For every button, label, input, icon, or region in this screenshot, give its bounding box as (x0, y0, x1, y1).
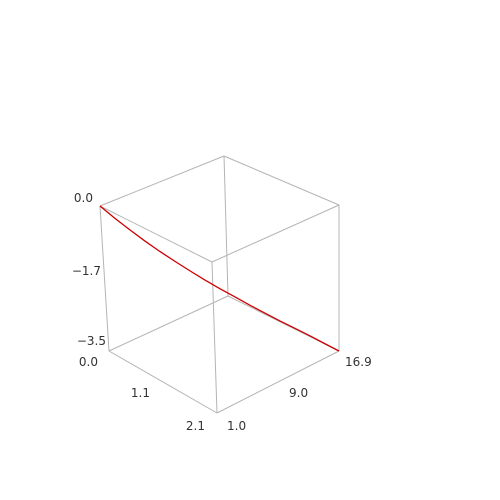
series-group (99, 205, 340, 352)
z-tick-label-2: −3.5 (77, 334, 106, 348)
x-tick-label-1: 9.0 (289, 386, 308, 400)
x-tick-label-0: 1.0 (227, 419, 246, 433)
y-tick-label-0: 0.0 (79, 355, 98, 369)
tick-labels: 0.0 −1.7 −3.5 0.0 1.1 2.1 1.0 9.0 16.9 (72, 191, 372, 433)
y-tick-label-2: 2.1 (186, 419, 205, 433)
y-tick-label-1: 1.1 (131, 386, 150, 400)
box-edge-front-bottom-right (216, 350, 340, 414)
box-edge-front-bottom-left (108, 350, 218, 414)
box-edge-front-top-left (99, 205, 213, 263)
z-tick-label-1: −1.7 (72, 264, 101, 278)
box-edge-back-top-right (223, 155, 340, 206)
box-edge-back-bottom-left (108, 295, 229, 352)
box-edge-front-top-right (211, 204, 340, 263)
x-tick-label-2: 16.9 (345, 355, 372, 369)
box-edge-back-vertical (223, 155, 229, 297)
box-edge-left-vertical (99, 205, 110, 352)
box-edge-front-vertical (211, 261, 218, 414)
box-edge-back-top-left (99, 155, 225, 207)
series-line-0 (99, 205, 340, 352)
bounding-box (99, 155, 340, 414)
z-tick-label-0: 0.0 (74, 191, 93, 205)
